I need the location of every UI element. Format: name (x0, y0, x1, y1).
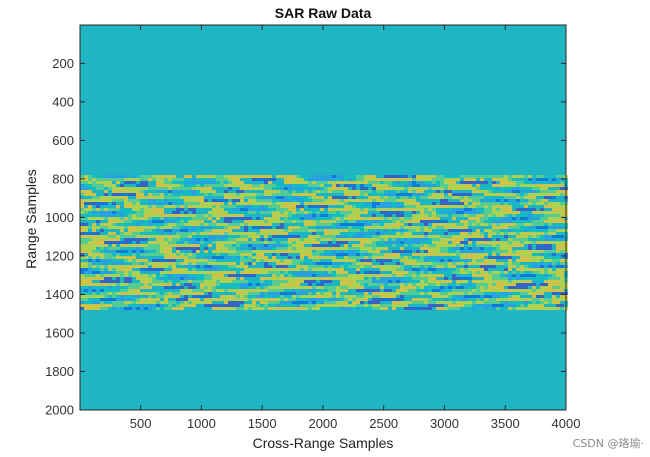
y-axis-ticks: 200 400 600 800 1000 1200 1400 1600 1800 2000 (45, 56, 566, 418)
x-tick-label: 1500 (248, 416, 277, 431)
y-tick-label: 1600 (45, 325, 74, 340)
chart-title: SAR Raw Data (275, 5, 372, 21)
x-tick-label: 1000 (187, 416, 216, 431)
x-tick-label: 4000 (552, 416, 581, 431)
y-tick-label: 600 (52, 133, 74, 148)
y-tick-label: 1800 (45, 364, 74, 379)
plot-area (79, 24, 568, 411)
x-axis-ticks: 500 1000 1500 2000 2500 3000 3500 4000 (130, 25, 581, 431)
y-tick-label: 2000 (45, 403, 74, 418)
x-axis-label: Cross-Range Samples (253, 435, 394, 451)
x-tick-label: 2500 (369, 416, 398, 431)
x-tick-label: 500 (130, 416, 152, 431)
y-tick-label: 1000 (45, 210, 74, 225)
x-tick-label: 3500 (491, 416, 520, 431)
y-tick-label: 1200 (45, 248, 74, 263)
watermark: CSDN @珞瑜· (572, 437, 644, 450)
y-tick-label: 400 (52, 94, 74, 109)
y-tick-label: 1400 (45, 287, 74, 302)
heatmap-signal-band (80, 175, 568, 311)
x-tick-label: 2000 (308, 416, 337, 431)
y-tick-label: 800 (52, 171, 74, 186)
y-axis-label: Range Samples (23, 169, 39, 269)
x-tick-label: 3000 (430, 416, 459, 431)
y-tick-label: 200 (52, 56, 74, 71)
